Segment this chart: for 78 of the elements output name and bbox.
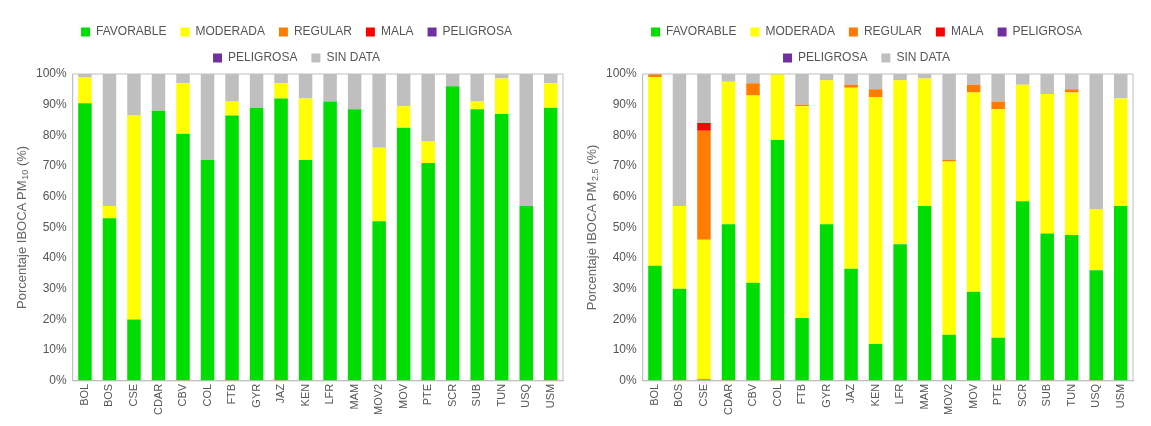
x-tick-label: COL	[770, 383, 783, 407]
x-tick-label: SUB	[470, 383, 483, 407]
x-tick-label: LFR	[323, 383, 336, 405]
y-axis-title: Porcentaje IBOCA PM10 (%)	[13, 145, 31, 309]
y-tick-label: 50%	[612, 219, 638, 234]
x-tick-label: PTE	[421, 383, 434, 406]
x-tick-label: CSE	[127, 383, 140, 407]
x-tick-label: USM	[543, 383, 556, 409]
x-tick-label: FTB	[225, 383, 238, 405]
y-tick-label: 30%	[42, 281, 68, 296]
x-tick-label: CDAR	[721, 383, 734, 415]
y-tick-label: 70%	[612, 158, 638, 173]
x-tick-label: TUN	[494, 383, 507, 407]
x-tick-label: COL	[200, 383, 213, 407]
legend-label: SIN DATA	[326, 50, 380, 65]
x-tick-label: GYR	[249, 383, 262, 408]
y-tick-label: 90%	[42, 97, 68, 111]
x-tick-label: CBV	[176, 383, 189, 407]
y-tick-label: 40%	[612, 250, 638, 265]
x-tick-label: SUB	[1040, 383, 1053, 407]
x-tick-label: KEN	[298, 383, 311, 407]
y-tick-label: 60%	[612, 189, 638, 204]
legend-label: PELIGROSA	[228, 50, 298, 65]
x-tick-label: USQ	[519, 383, 532, 408]
x-tick-label: FTB	[795, 383, 808, 405]
x-tick-label: JAZ	[844, 383, 857, 404]
y-tick-label: 100%	[35, 66, 68, 81]
y-tick-label: 50%	[42, 219, 68, 234]
x-tick-label: MOV	[396, 383, 409, 409]
y-tick-label: 40%	[42, 250, 68, 265]
y-tick-label: 100%	[605, 66, 638, 81]
x-tick-label: BOL	[77, 383, 90, 406]
y-tick-label: 20%	[612, 311, 638, 326]
x-tick-label: BOS	[672, 383, 685, 408]
y-tick-label: 20%	[42, 311, 68, 326]
x-tick-label: USQ	[1089, 383, 1102, 408]
y-axis-title: Porcentaje IBOCA PM2.5 (%)	[583, 144, 601, 311]
x-tick-label: MAM	[917, 383, 930, 410]
y-tick-label: 80%	[42, 127, 68, 142]
x-tick-label: USM	[1113, 383, 1126, 409]
x-tick-label: CBV	[746, 383, 759, 407]
x-tick-label: GYR	[819, 383, 832, 408]
x-tick-label: TUN	[1064, 383, 1077, 407]
x-tick-label: CSE	[697, 383, 710, 407]
legend-label: REGULAR	[863, 24, 923, 39]
legend-label: FAVORABLE	[96, 24, 167, 39]
y-tick-label: 80%	[612, 127, 638, 142]
x-tick-label: SCR	[1015, 383, 1028, 408]
legend-label: PELIGROSA	[1012, 24, 1082, 39]
x-tick-label: MOV2	[372, 383, 385, 416]
x-tick-label: JAZ	[274, 383, 287, 404]
legend-label: MODERADA	[765, 24, 835, 39]
legend-label: MALA	[380, 24, 414, 39]
x-tick-label: CDAR	[151, 383, 164, 415]
y-tick-label: 0%	[49, 373, 68, 388]
legend-label: REGULAR	[293, 24, 353, 39]
x-tick-label: BOL	[647, 383, 660, 406]
y-tick-label: 60%	[42, 189, 68, 204]
y-tick-label: 90%	[612, 97, 638, 111]
legend-label: SIN DATA	[896, 50, 950, 65]
y-tick-label: 70%	[42, 158, 68, 173]
legend-label: PELIGROSA	[442, 24, 512, 39]
x-tick-label: PTE	[991, 383, 1004, 406]
legend-label: MALA	[950, 24, 984, 39]
x-tick-label: MOV	[966, 383, 979, 409]
y-tick-label: 30%	[612, 281, 638, 296]
y-tick-label: 10%	[42, 342, 68, 357]
legend-label: FAVORABLE	[666, 24, 737, 39]
y-tick-label: 10%	[612, 342, 638, 357]
x-tick-label: LFR	[893, 383, 906, 405]
y-tick-label: 0%	[619, 373, 638, 388]
x-tick-label: SCR	[445, 383, 458, 408]
x-tick-label: MOV2	[942, 383, 955, 416]
x-tick-label: BOS	[102, 383, 115, 408]
x-tick-label: KEN	[868, 383, 881, 407]
legend-label: PELIGROSA	[798, 50, 868, 65]
x-tick-label: MAM	[347, 383, 360, 410]
legend-label: MODERADA	[195, 24, 265, 39]
